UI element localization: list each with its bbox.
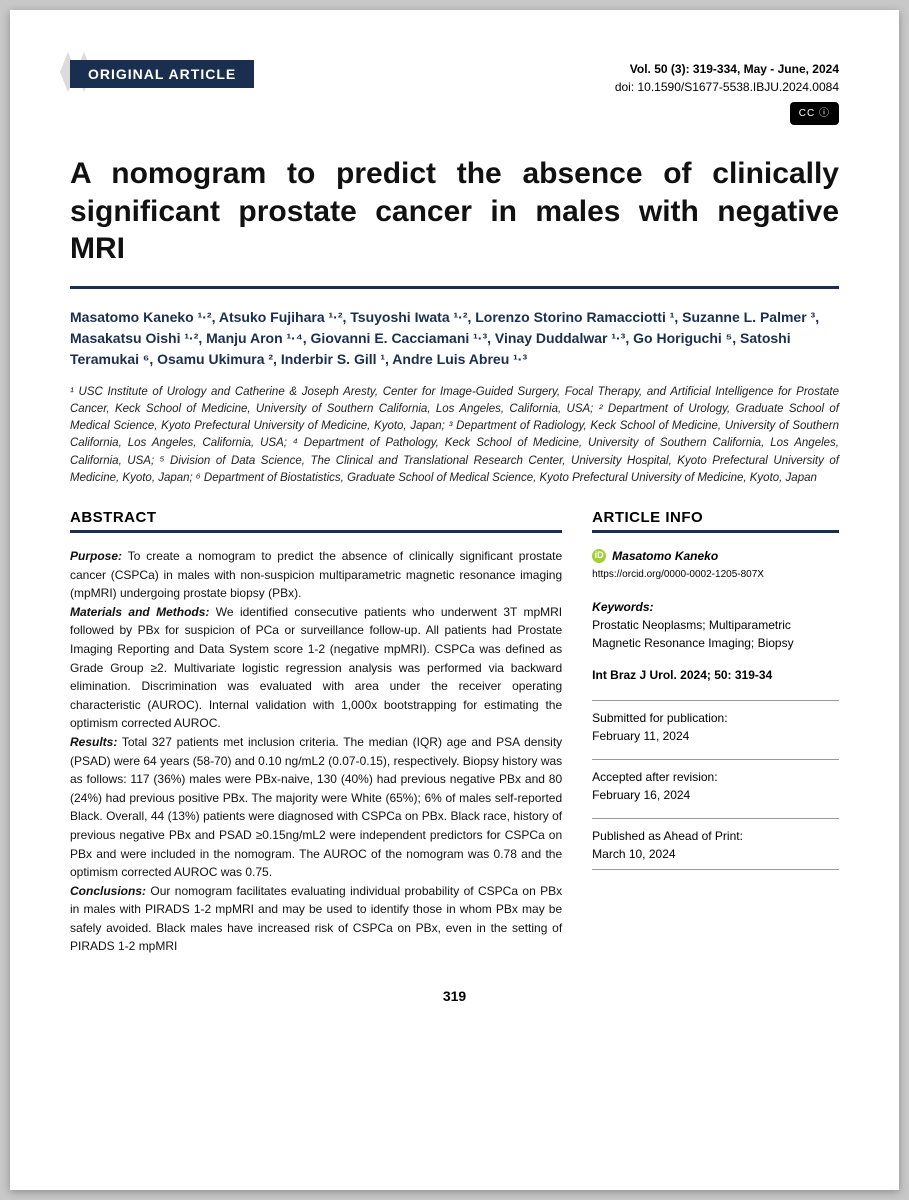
article-info-body: iD Masatomo Kaneko https://orcid.org/000…: [592, 547, 839, 870]
license-badge: CC ⓘ: [790, 102, 839, 125]
article-type-badge: ORIGINAL ARTICLE: [70, 60, 254, 88]
abstract-heading: ABSTRACT: [70, 509, 562, 533]
methods-text: We identified consecutive patients who u…: [70, 605, 562, 731]
journal-page: ORIGINAL ARTICLE Vol. 50 (3): 319-334, M…: [10, 10, 899, 1190]
accepted-label: Accepted after revision:: [592, 768, 839, 786]
abstract-body: Purpose: To create a nomogram to predict…: [70, 547, 562, 956]
aop-date: March 10, 2024: [592, 845, 839, 863]
article-info-column: ARTICLE INFO iD Masatomo Kaneko https://…: [592, 509, 839, 956]
title-rule: [70, 286, 839, 289]
purpose-text: To create a nomogram to predict the abse…: [70, 549, 562, 600]
accepted-block: Accepted after revision: February 16, 20…: [592, 759, 839, 810]
submitted-label: Submitted for publication:: [592, 709, 839, 727]
citation-text: Int Braz J Urol. 2024; 50: 319-34: [592, 666, 839, 684]
orcid-row: iD Masatomo Kaneko: [592, 547, 839, 565]
aop-label: Published as Ahead of Print:: [592, 827, 839, 845]
aop-block: Published as Ahead of Print: March 10, 2…: [592, 818, 839, 870]
orcid-url[interactable]: https://orcid.org/0000-0002-1205-807X: [592, 567, 839, 582]
affiliations: ¹ USC Institute of Urology and Catherine…: [70, 384, 839, 488]
page-number: 319: [70, 988, 839, 1004]
content-columns: ABSTRACT Purpose: To create a nomogram t…: [70, 509, 839, 956]
article-type-badge-wrap: ORIGINAL ARTICLE: [70, 60, 254, 88]
submitted-date: February 11, 2024: [592, 727, 839, 745]
conclusions-label: Conclusions:: [70, 884, 146, 898]
article-info-heading: ARTICLE INFO: [592, 509, 839, 533]
keywords-label: Keywords:: [592, 598, 839, 616]
author-list: Masatomo Kaneko ¹·², Atsuko Fujihara ¹·²…: [70, 307, 839, 370]
accepted-date: February 16, 2024: [592, 786, 839, 804]
publication-meta: Vol. 50 (3): 319-334, May - June, 2024 d…: [615, 60, 839, 125]
purpose-label: Purpose:: [70, 549, 122, 563]
submitted-block: Submitted for publication: February 11, …: [592, 700, 839, 751]
orcid-icon: iD: [592, 549, 606, 563]
orcid-author-name: Masatomo Kaneko: [612, 547, 718, 565]
abstract-column: ABSTRACT Purpose: To create a nomogram t…: [70, 509, 562, 956]
results-text: Total 327 patients met inclusion criteri…: [70, 735, 562, 879]
header-row: ORIGINAL ARTICLE Vol. 50 (3): 319-334, M…: [70, 60, 839, 125]
volume-issue: Vol. 50 (3): 319-334, May - June, 2024: [615, 60, 839, 78]
keywords-text: Prostatic Neoplasms; Multiparametric Mag…: [592, 616, 839, 652]
methods-label: Materials and Methods:: [70, 605, 209, 619]
results-label: Results:: [70, 735, 117, 749]
doi-text: doi: 10.1590/S1677-5538.IBJU.2024.0084: [615, 78, 839, 96]
article-title: A nomogram to predict the absence of cli…: [70, 155, 839, 268]
